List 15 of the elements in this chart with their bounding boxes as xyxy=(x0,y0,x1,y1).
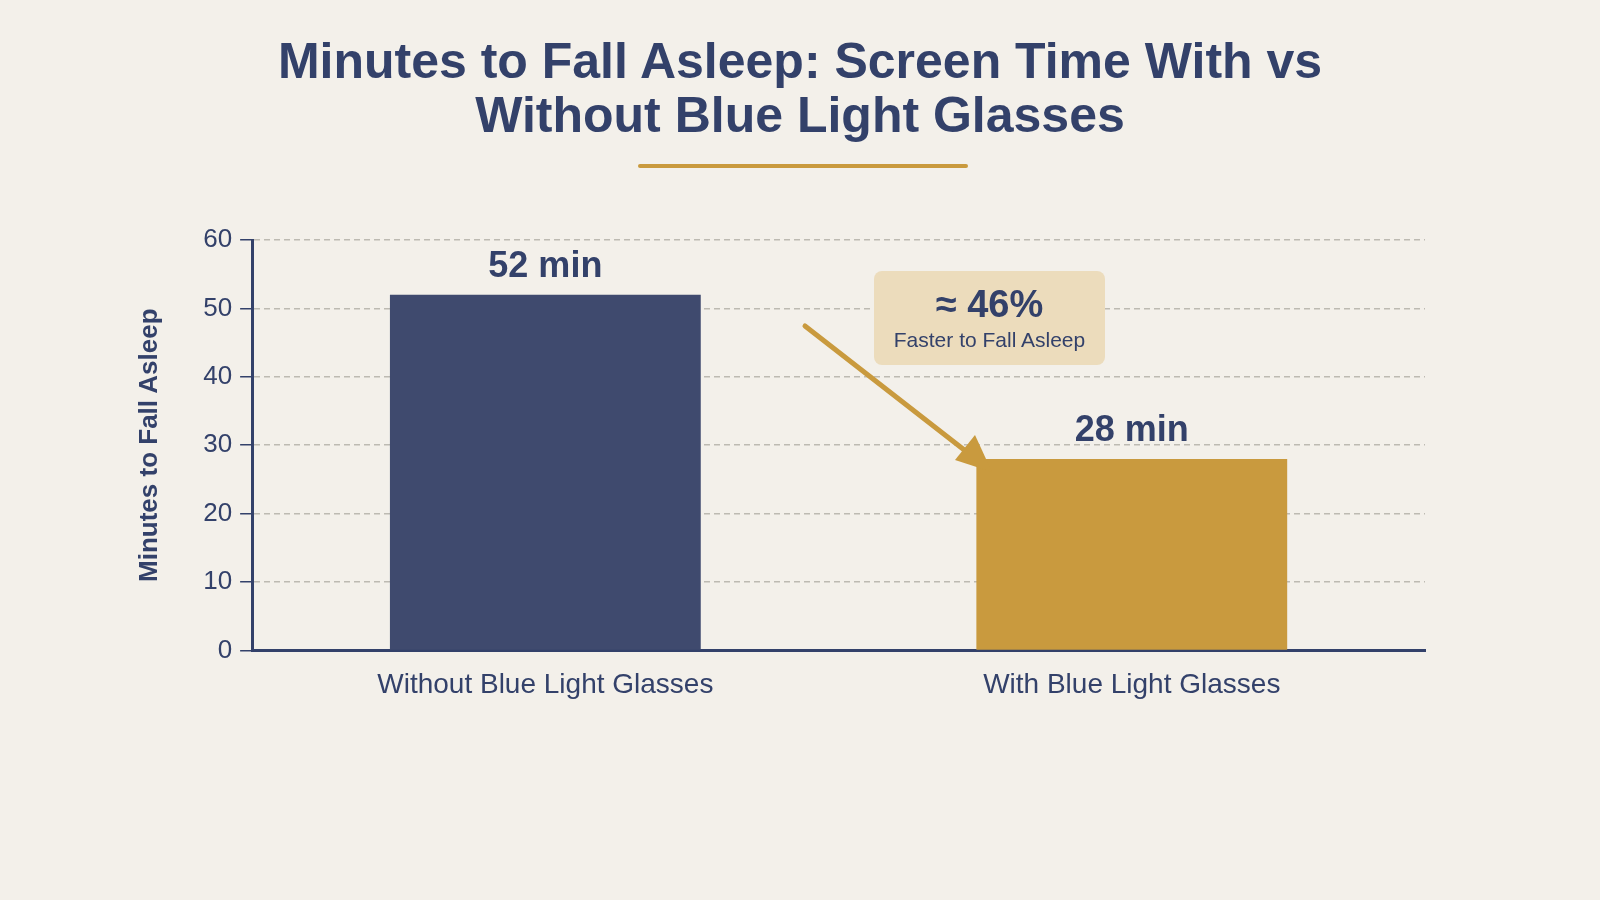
y-tick-label: 40 xyxy=(203,359,233,390)
y-tick-label: 30 xyxy=(203,428,233,459)
data-label: 52 min xyxy=(488,243,603,285)
y-tick-label: 10 xyxy=(203,565,233,596)
data-label: 28 min xyxy=(1074,407,1189,449)
y-tick-label: 50 xyxy=(203,291,233,322)
x-tick-label: Without Blue Light Glasses xyxy=(377,667,714,699)
y-tick-label: 20 xyxy=(203,496,233,527)
y-tick-label: 0 xyxy=(217,633,233,664)
annotation: ≈ 46% xyxy=(934,283,1045,326)
x-tick-label: With Blue Light Glasses xyxy=(983,667,1281,699)
annotation: Faster to Fall Asleep xyxy=(892,328,1087,352)
y-tick-label: 60 xyxy=(203,223,233,254)
y-axis-title: Minutes to Fall Asleep xyxy=(132,308,163,582)
chart-title: Minutes to Fall Asleep: Screen Time With vs Without Blue Light Glasses xyxy=(276,33,1324,143)
